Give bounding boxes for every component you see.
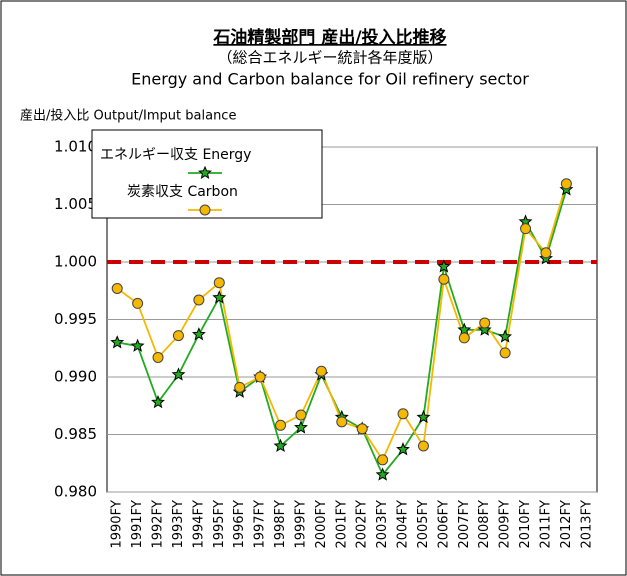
y-tick-label: 1.010 <box>54 138 97 156</box>
x-tick-label: 2003FY <box>375 500 390 549</box>
x-tick-label: 2001FY <box>334 500 349 549</box>
x-tick-label: 1992FY <box>151 500 166 549</box>
marker <box>130 338 145 352</box>
x-tick-label: 1991FY <box>130 500 145 549</box>
marker <box>315 365 327 377</box>
marker <box>479 317 491 329</box>
legend-label: 炭素収支 Carbon <box>127 184 238 200</box>
x-tick-label: 2011FY <box>538 500 553 549</box>
marker <box>520 223 532 235</box>
marker <box>275 419 287 431</box>
marker <box>498 329 513 343</box>
x-tick-label: 2010FY <box>518 500 533 549</box>
x-tick-label: 1996FY <box>232 500 247 549</box>
x-tick-label: 2004FY <box>396 500 411 549</box>
x-tick-label: 1995FY <box>212 500 227 549</box>
y-tick-label: 1.000 <box>54 253 97 271</box>
y-axis-label: 産出/投入比 Output/Imput balance <box>20 108 236 124</box>
marker <box>477 322 492 336</box>
marker <box>458 332 470 344</box>
x-tick-label: 2008FY <box>477 500 492 549</box>
marker <box>356 423 368 435</box>
marker <box>560 178 572 190</box>
marker <box>132 297 144 309</box>
x-tick-label: 2013FY <box>579 500 594 549</box>
x-tick-label: 1998FY <box>273 500 288 549</box>
chart-title: 石油精製部門 産出/投入比推移 <box>212 27 446 48</box>
marker <box>438 273 450 285</box>
marker <box>417 440 429 452</box>
chart-subtitle-en: Energy and Carbon balance for Oil refine… <box>131 70 529 89</box>
marker <box>111 282 123 294</box>
marker <box>273 438 288 452</box>
marker <box>375 467 390 481</box>
marker <box>193 294 205 306</box>
legend-marker <box>198 165 212 179</box>
x-tick-label: 2012FY <box>559 500 574 549</box>
y-tick-label: 0.980 <box>54 483 97 501</box>
marker <box>151 394 165 409</box>
marker <box>172 330 184 342</box>
marker <box>254 371 266 383</box>
x-tick-label: 1994FY <box>191 500 206 549</box>
marker <box>191 327 206 341</box>
marker <box>396 442 410 456</box>
marker <box>336 416 348 428</box>
x-tick-label: 2009FY <box>498 500 513 549</box>
x-tick-label: 1990FY <box>110 500 125 549</box>
marker <box>234 381 246 393</box>
y-tick-label: 0.985 <box>54 425 97 443</box>
x-tick-label: 1993FY <box>171 500 186 549</box>
marker <box>213 277 225 289</box>
y-tick-label: 0.990 <box>54 368 97 386</box>
x-tick-label: 1997FY <box>253 500 268 549</box>
marker <box>397 408 409 420</box>
legend-label: エネルギー収支 Energy <box>100 147 251 163</box>
legend-marker <box>199 204 211 216</box>
chart-subtitle: （総合エネルギー統計各年度版） <box>217 49 442 67</box>
x-tick-label: 2006FY <box>436 500 451 549</box>
y-tick-label: 1.005 <box>54 195 97 213</box>
marker <box>377 454 389 466</box>
marker <box>416 409 431 424</box>
marker <box>294 420 308 434</box>
x-tick-label: 1999FY <box>293 500 308 549</box>
x-tick-label: 2002FY <box>355 500 370 549</box>
marker <box>152 351 164 363</box>
x-tick-label: 2005FY <box>416 500 431 549</box>
marker <box>212 290 227 304</box>
marker <box>540 247 552 259</box>
marker <box>436 259 451 273</box>
x-tick-label: 2007FY <box>457 500 472 549</box>
marker <box>110 335 125 349</box>
marker <box>295 409 307 421</box>
marker <box>171 367 186 381</box>
marker <box>499 347 511 359</box>
x-tick-label: 2000FY <box>314 500 329 549</box>
y-tick-label: 0.995 <box>54 310 97 328</box>
